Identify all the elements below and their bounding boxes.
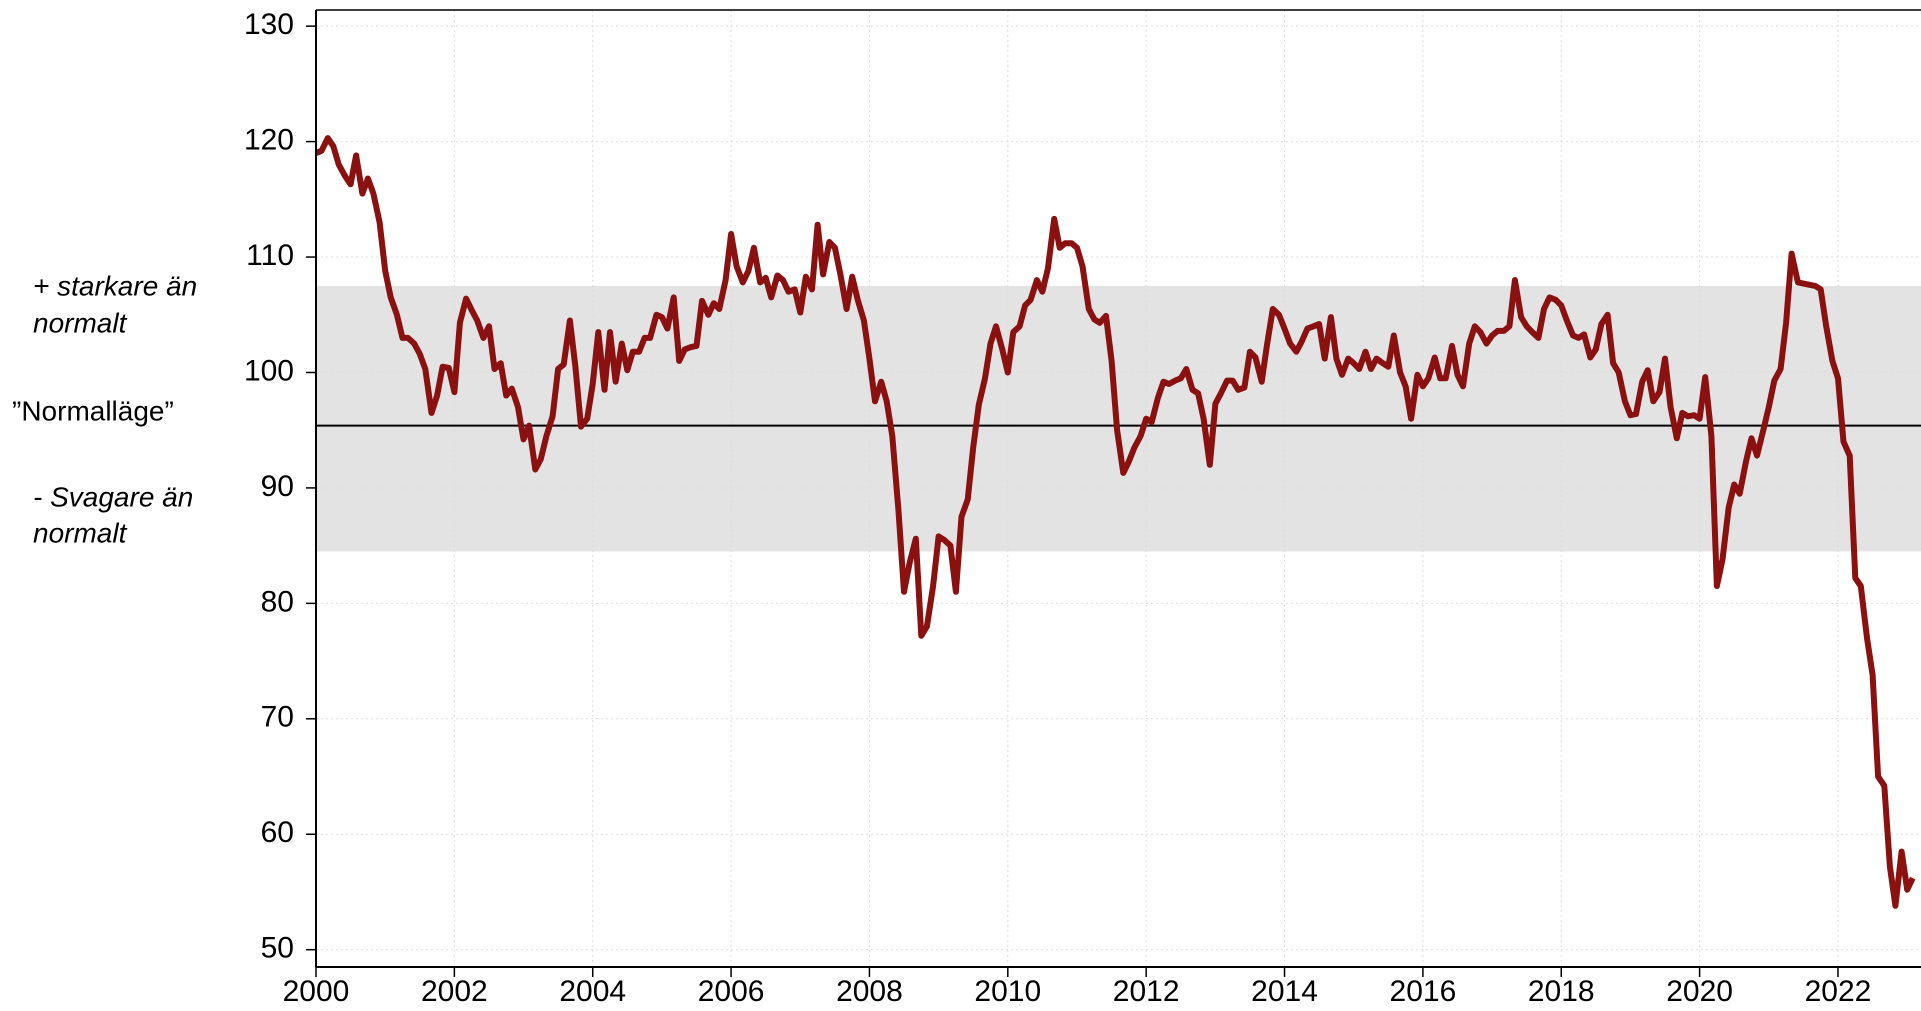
x-tick-label: 2008 bbox=[836, 975, 903, 1008]
y-tick-label: 130 bbox=[244, 8, 294, 41]
x-tick-label: 2004 bbox=[559, 975, 626, 1008]
data-line bbox=[314, 135, 1916, 909]
x-tick-label: 2016 bbox=[1390, 975, 1457, 1008]
x-tick-label: 2002 bbox=[421, 975, 488, 1008]
annotation: + starkare än bbox=[33, 270, 197, 301]
x-tick-label: 2012 bbox=[1113, 975, 1180, 1008]
y-tick-label: 100 bbox=[244, 354, 294, 387]
x-tick-label: 2018 bbox=[1528, 975, 1595, 1008]
x-tick-label: 2022 bbox=[1805, 975, 1872, 1008]
y-tick-label: 90 bbox=[261, 470, 294, 503]
x-tick-label: 2014 bbox=[1251, 975, 1318, 1008]
x-tick-label: 2020 bbox=[1666, 975, 1733, 1008]
y-tick-label: 80 bbox=[261, 585, 294, 618]
x-tick-label: 2010 bbox=[974, 975, 1041, 1008]
y-tick-label: 70 bbox=[261, 701, 294, 734]
annotation: normalt bbox=[33, 307, 128, 338]
y-tick-label: 110 bbox=[246, 239, 294, 272]
x-tick-label: 2006 bbox=[698, 975, 765, 1008]
y-tick-label: 50 bbox=[261, 932, 294, 965]
annotation: - Svagare än bbox=[33, 481, 193, 512]
annotation: normalt bbox=[33, 517, 128, 548]
annotation: ”Normalläge” bbox=[12, 395, 174, 426]
y-tick-label: 120 bbox=[244, 124, 294, 157]
x-tick-label: 2000 bbox=[283, 975, 350, 1008]
y-tick-label: 60 bbox=[261, 816, 294, 849]
